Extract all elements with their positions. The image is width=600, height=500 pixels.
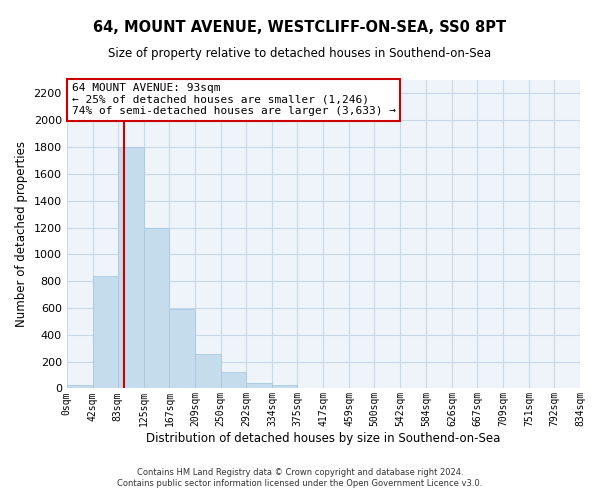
Text: Size of property relative to detached houses in Southend-on-Sea: Size of property relative to detached ho… — [109, 48, 491, 60]
Bar — [143, 228, 169, 388]
Text: 64, MOUNT AVENUE, WESTCLIFF-ON-SEA, SS0 8PT: 64, MOUNT AVENUE, WESTCLIFF-ON-SEA, SS0 … — [94, 20, 506, 35]
Text: Contains HM Land Registry data © Crown copyright and database right 2024.
Contai: Contains HM Land Registry data © Crown c… — [118, 468, 482, 487]
Bar — [118, 147, 143, 388]
Bar — [247, 383, 272, 388]
X-axis label: Distribution of detached houses by size in Southend-on-Sea: Distribution of detached houses by size … — [146, 432, 500, 445]
Bar — [221, 372, 247, 388]
Bar — [169, 310, 196, 388]
Bar — [67, 385, 92, 388]
Bar — [92, 276, 118, 388]
Bar — [196, 354, 221, 388]
Y-axis label: Number of detached properties: Number of detached properties — [15, 141, 28, 327]
Bar — [272, 385, 298, 388]
Text: 64 MOUNT AVENUE: 93sqm
← 25% of detached houses are smaller (1,246)
74% of semi-: 64 MOUNT AVENUE: 93sqm ← 25% of detached… — [72, 83, 396, 116]
